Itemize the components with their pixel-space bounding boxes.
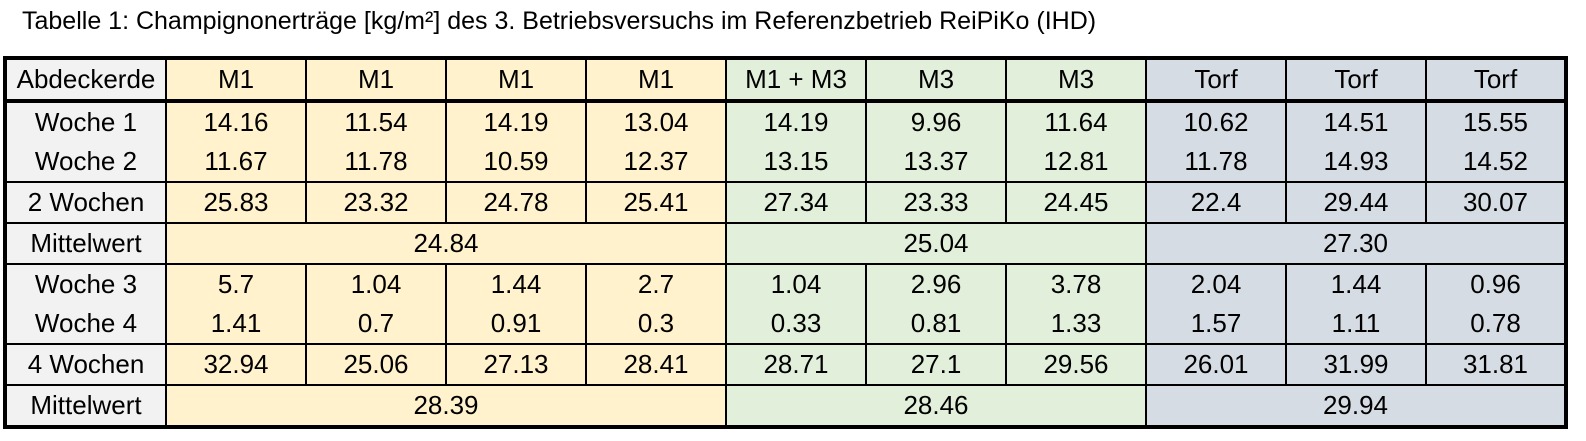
data-cell: 0.91 [445, 304, 587, 345]
data-cell: 29.56 [1005, 344, 1147, 386]
data-cell: 14.93 [1285, 142, 1427, 183]
data-cell: 11.67 [165, 142, 307, 183]
data-cell: 14.16 [165, 101, 307, 142]
data-cell: 14.51 [1285, 101, 1427, 142]
data-cell: 3.78 [1005, 264, 1147, 304]
data-cell: 30.07 [1425, 182, 1567, 224]
data-cell: 23.32 [305, 182, 447, 224]
row-label: Mittelwert [4, 385, 167, 427]
data-cell: 10.62 [1145, 101, 1287, 142]
row-label: Woche 2 [4, 142, 167, 183]
data-cell: 2.7 [585, 264, 727, 304]
mean-cell-m1: 24.84 [165, 223, 727, 265]
data-cell: 25.06 [305, 344, 447, 386]
header-cell: M1 [305, 58, 447, 103]
data-cell: 25.41 [585, 182, 727, 224]
data-cell: 0.81 [865, 304, 1007, 345]
table-row-woche4: Woche 4 1.41 0.7 0.91 0.3 0.33 0.81 1.33… [4, 304, 1567, 345]
header-cell: M1 + M3 [725, 58, 867, 103]
data-cell: 13.04 [585, 101, 727, 142]
data-cell: 11.54 [305, 101, 447, 142]
header-cell: M3 [865, 58, 1007, 103]
row-label: 2 Wochen [4, 182, 167, 224]
data-cell: 0.33 [725, 304, 867, 345]
data-cell: 1.57 [1145, 304, 1287, 345]
data-cell: 32.94 [165, 344, 307, 386]
data-cell: 25.83 [165, 182, 307, 224]
table-row-4-wochen: 4 Wochen 32.94 25.06 27.13 28.41 28.71 2… [4, 344, 1567, 386]
data-cell: 2.96 [865, 264, 1007, 304]
header-cell: M1 [585, 58, 727, 103]
data-cell: 1.04 [725, 264, 867, 304]
mean-cell-torf: 29.94 [1145, 385, 1567, 427]
data-cell: 28.71 [725, 344, 867, 386]
data-cell: 14.19 [445, 101, 587, 142]
table-row-2-wochen: 2 Wochen 25.83 23.32 24.78 25.41 27.34 2… [4, 182, 1567, 224]
mean-cell-m3: 28.46 [725, 385, 1147, 427]
data-cell: 31.81 [1425, 344, 1567, 386]
data-cell: 29.44 [1285, 182, 1427, 224]
data-cell: 1.41 [165, 304, 307, 345]
data-cell: 10.59 [445, 142, 587, 183]
data-cell: 14.19 [725, 101, 867, 142]
row-label: Woche 3 [4, 264, 167, 304]
table-row-mittelwert-1: Mittelwert 24.84 25.04 27.30 [4, 223, 1567, 265]
data-cell: 23.33 [865, 182, 1007, 224]
mean-cell-m3: 25.04 [725, 223, 1147, 265]
data-cell: 0.96 [1425, 264, 1567, 304]
data-cell: 0.7 [305, 304, 447, 345]
row-label: Woche 1 [4, 101, 167, 142]
header-cell: M3 [1005, 58, 1147, 103]
data-cell: 2.04 [1145, 264, 1287, 304]
data-cell: 13.15 [725, 142, 867, 183]
data-cell: 14.52 [1425, 142, 1567, 183]
data-cell: 27.34 [725, 182, 867, 224]
table-caption: Tabelle 1: Champignonerträge [kg/m²] des… [22, 7, 1097, 35]
yield-table: Abdeckerde M1 M1 M1 M1 M1 + M3 M3 M3 Tor… [3, 56, 1568, 429]
data-cell: 31.99 [1285, 344, 1427, 386]
header-cell: Torf [1425, 58, 1567, 103]
data-cell: 27.1 [865, 344, 1007, 386]
data-cell: 9.96 [865, 101, 1007, 142]
data-cell: 22.4 [1145, 182, 1287, 224]
header-cell: Torf [1145, 58, 1287, 103]
data-cell: 1.44 [1285, 264, 1427, 304]
data-cell: 1.11 [1285, 304, 1427, 345]
data-cell: 0.78 [1425, 304, 1567, 345]
header-cell: Torf [1285, 58, 1427, 103]
data-cell: 26.01 [1145, 344, 1287, 386]
data-cell: 1.04 [305, 264, 447, 304]
data-cell: 24.78 [445, 182, 587, 224]
data-cell: 1.44 [445, 264, 587, 304]
table-row-woche3: Woche 3 5.7 1.04 1.44 2.7 1.04 2.96 3.78… [4, 264, 1567, 304]
data-cell: 1.33 [1005, 304, 1147, 345]
data-cell: 5.7 [165, 264, 307, 304]
row-label: Abdeckerde [4, 58, 167, 103]
data-cell: 11.78 [305, 142, 447, 183]
header-cell: M1 [165, 58, 307, 103]
row-label: Mittelwert [4, 223, 167, 265]
header-cell: M1 [445, 58, 587, 103]
table-row-woche2: Woche 2 11.67 11.78 10.59 12.37 13.15 13… [4, 142, 1567, 183]
data-cell: 28.41 [585, 344, 727, 386]
table-row-woche1: Woche 1 14.16 11.54 14.19 13.04 14.19 9.… [4, 101, 1567, 142]
data-cell: 24.45 [1005, 182, 1147, 224]
data-cell: 11.64 [1005, 101, 1147, 142]
data-cell: 15.55 [1425, 101, 1567, 142]
row-label: Woche 4 [4, 304, 167, 345]
mean-cell-m1: 28.39 [165, 385, 727, 427]
mean-cell-torf: 27.30 [1145, 223, 1567, 265]
row-label: 4 Wochen [4, 344, 167, 386]
data-cell: 27.13 [445, 344, 587, 386]
header-row: Abdeckerde M1 M1 M1 M1 M1 + M3 M3 M3 Tor… [4, 58, 1567, 103]
data-cell: 11.78 [1145, 142, 1287, 183]
data-cell: 12.81 [1005, 142, 1147, 183]
data-cell: 0.3 [585, 304, 727, 345]
data-cell: 12.37 [585, 142, 727, 183]
table-row-mittelwert-2: Mittelwert 28.39 28.46 29.94 [4, 385, 1567, 427]
data-cell: 13.37 [865, 142, 1007, 183]
